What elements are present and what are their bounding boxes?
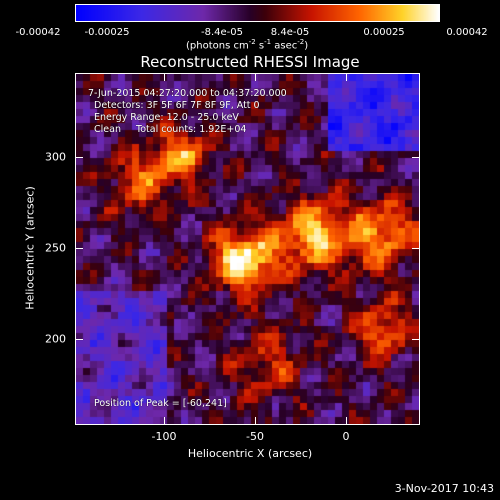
colorbar-tick: -0.00042 xyxy=(15,27,61,38)
axis-tick-mark xyxy=(75,339,83,340)
colorbar xyxy=(75,4,440,22)
info-detectors: Detectors: 3F 5F 6F 7F 8F 9F, Att 0 xyxy=(94,100,260,111)
axis-tick-mark xyxy=(75,248,83,249)
info-time-range: 7-Jun-2015 04:27:20.000 to 04:37:20.000 xyxy=(88,88,287,99)
colorbar-tick: 8.4e-05 xyxy=(270,27,310,38)
axis-tick-mark xyxy=(346,73,347,81)
axis-tick-mark xyxy=(75,157,83,158)
x-tick-label: -50 xyxy=(246,430,264,443)
plot-title: Reconstructed RHESSI Image xyxy=(140,53,360,71)
y-axis-label: Heliocentric Y (arcsec) xyxy=(23,186,37,310)
timestamp: 3-Nov-2017 10:43 xyxy=(394,482,494,495)
colorbar-tick: 0.00042 xyxy=(446,27,488,38)
x-tick-label: -100 xyxy=(151,430,177,443)
y-tick-label: 200 xyxy=(45,332,66,346)
axis-tick-mark xyxy=(255,417,256,425)
info-clean-counts: Clean Total counts: 1.92E+04 xyxy=(94,124,247,135)
y-tick-label: 250 xyxy=(45,241,66,255)
colorbar-tick: 0.00025 xyxy=(363,27,405,38)
axis-tick-mark xyxy=(412,339,420,340)
image-plot: 7-Jun-2015 04:27:20.000 to 04:37:20.000 … xyxy=(75,73,420,425)
colorbar-tick: -0.00025 xyxy=(84,27,130,38)
axis-tick-mark xyxy=(346,417,347,425)
x-axis-label: Heliocentric X (arcsec) xyxy=(187,447,313,460)
rhessi-heatmap xyxy=(76,74,419,424)
y-tick-label: 300 xyxy=(45,150,66,164)
axis-tick-mark xyxy=(412,248,420,249)
x-tick-label: 0 xyxy=(342,430,350,443)
axis-tick-mark xyxy=(255,73,256,81)
info-peak-position: Position of Peak = [-60,241] xyxy=(94,398,227,409)
axis-tick-mark xyxy=(164,73,165,81)
axis-tick-mark xyxy=(412,157,420,158)
axis-tick-mark xyxy=(164,417,165,425)
colorbar-units: (photons cm-2 s-1 asec-2) xyxy=(186,38,309,52)
info-energy-range: Energy Range: 12.0 - 25.0 keV xyxy=(94,112,239,123)
colorbar-tick: -8.4e-05 xyxy=(201,27,243,38)
